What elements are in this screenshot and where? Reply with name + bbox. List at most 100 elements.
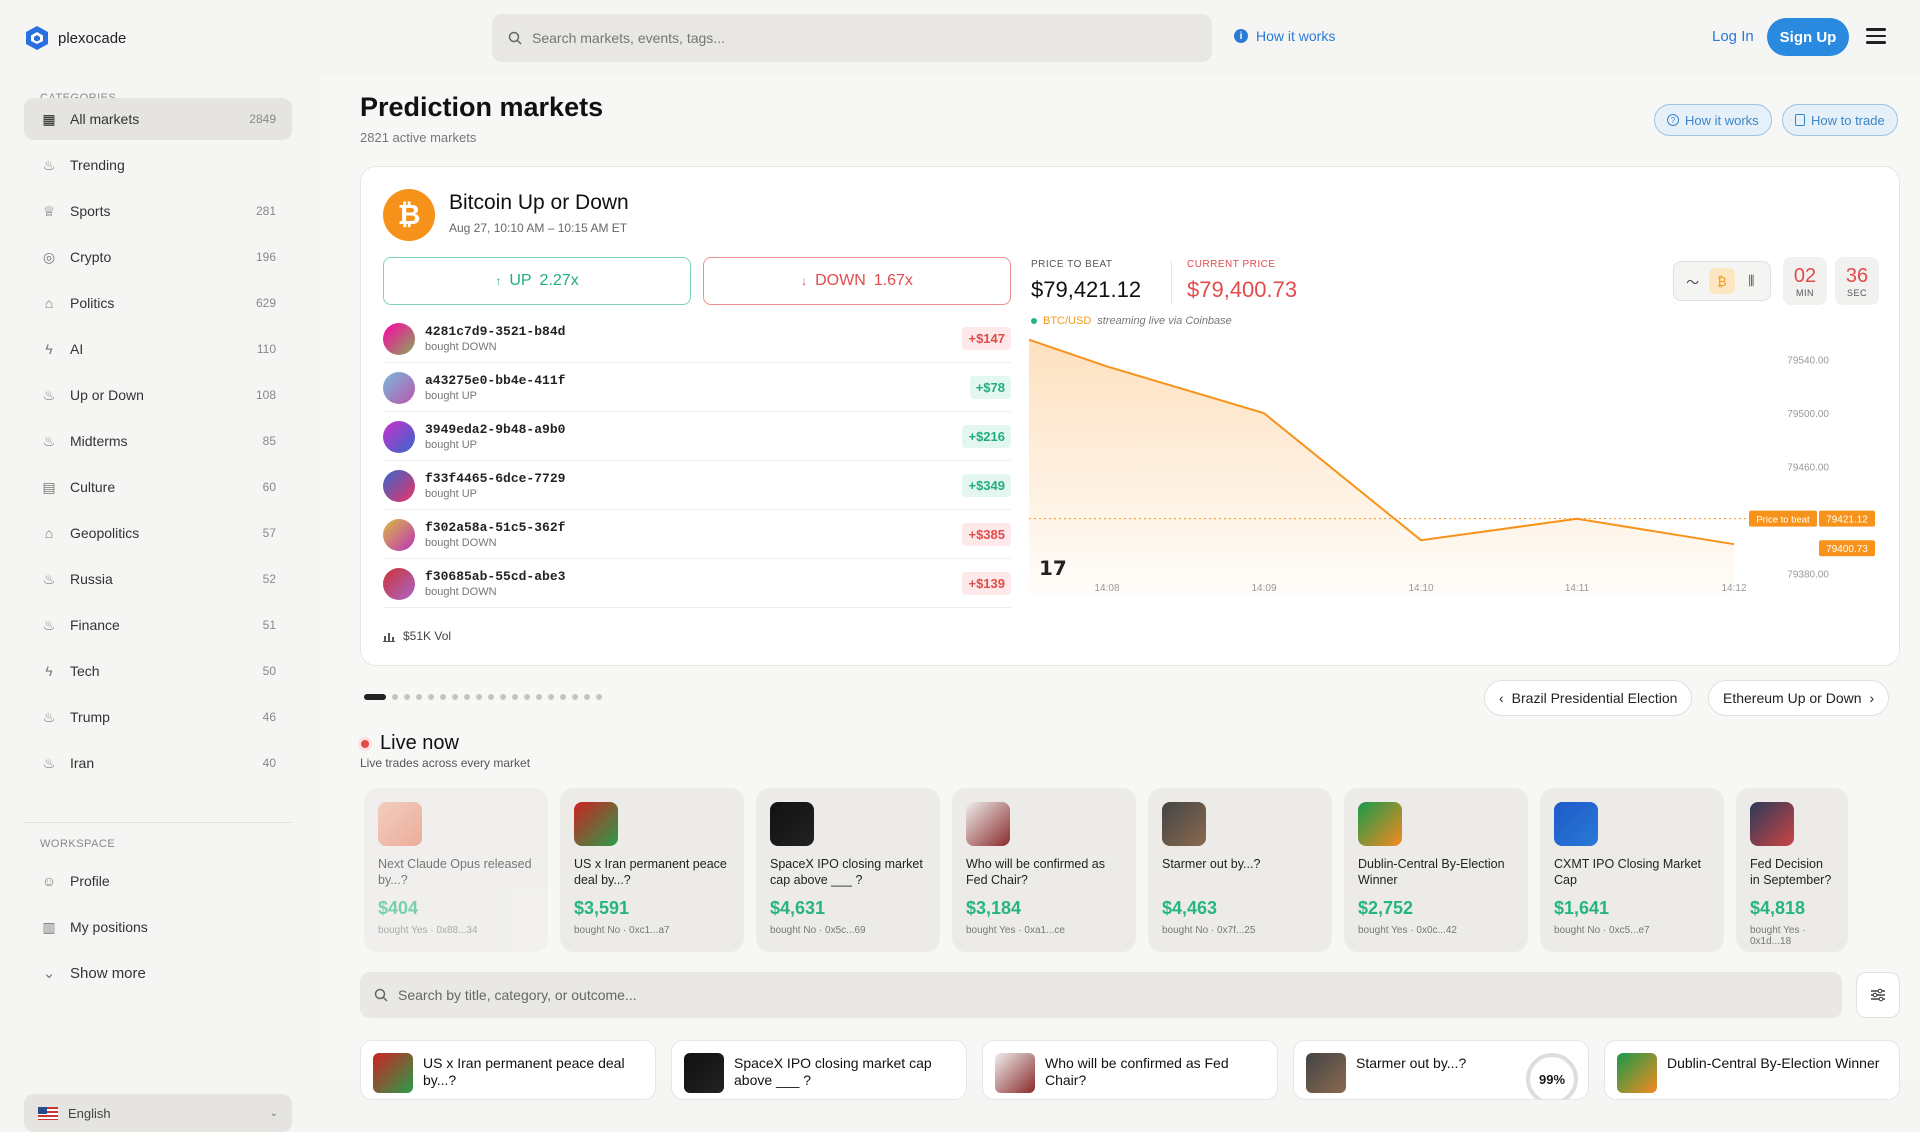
carousel-dot[interactable]: [572, 694, 578, 700]
market-question: Fed Decision in September?: [1750, 857, 1832, 887]
trade-row[interactable]: f33f4465-6dce-7729 bought UP +$349: [383, 462, 1011, 510]
market-search[interactable]: Search by title, category, or outcome...: [360, 972, 1842, 1018]
sidebar-item-finance[interactable]: ♨ Finance 51: [24, 604, 292, 646]
prev-market-button[interactable]: ‹ Brazil Presidential Election: [1484, 680, 1693, 716]
carousel-dot[interactable]: [512, 694, 518, 700]
market-title[interactable]: Bitcoin Up or Down: [449, 191, 629, 214]
sidebar-item-label: Iran: [70, 755, 95, 771]
trade-row[interactable]: f302a58a-51c5-362f bought DOWN +$385: [383, 511, 1011, 559]
film-icon: ▤: [42, 478, 56, 495]
live-trade-card[interactable]: SpaceX IPO closing market cap above ___ …: [756, 788, 940, 952]
carousel-dot[interactable]: [596, 694, 602, 700]
bitcoin-toggle-icon[interactable]: ₿: [1708, 268, 1735, 294]
sidebar-item-label: Geopolitics: [70, 525, 140, 541]
sidebar-item-russia[interactable]: ♨ Russia 52: [24, 558, 292, 600]
sidebar-item-midterms[interactable]: ♨ Midterms 85: [24, 420, 292, 462]
carousel-dot[interactable]: [364, 694, 386, 700]
carousel-dot[interactable]: [440, 694, 446, 700]
trade-row[interactable]: f30685ab-55cd-abe3 bought DOWN +$139: [383, 560, 1011, 608]
trade-row[interactable]: 3949eda2-9b48-a9b0 bought UP +$216: [383, 413, 1011, 461]
carousel-dot[interactable]: [560, 694, 566, 700]
trade-row[interactable]: 4281c7d9-3521-b84d bought DOWN +$147: [383, 315, 1011, 363]
sidebar-item-my-positions[interactable]: ▥ My positions: [24, 906, 292, 948]
carousel-dot[interactable]: [536, 694, 542, 700]
sidebar-item-trump[interactable]: ♨ Trump 46: [24, 696, 292, 738]
sidebar-item-all-markets[interactable]: ▦ All markets 2849: [24, 98, 292, 140]
carousel-dot[interactable]: [476, 694, 482, 700]
market-card[interactable]: Dublin-Central By-Election Winner: [1604, 1040, 1900, 1100]
carousel-dot[interactable]: [500, 694, 506, 700]
menu-icon[interactable]: [1866, 28, 1886, 48]
sidebar-item-tech[interactable]: ϟ Tech 50: [24, 650, 292, 692]
global-search[interactable]: [492, 14, 1212, 62]
price-chart[interactable]: 79540.00 79500.00 79460.00 79380.00 14:08 14:…: [1029, 333, 1889, 595]
sidebar-item-geopolitics[interactable]: ⌂ Geopolitics 57: [24, 512, 292, 554]
carousel-dot[interactable]: [404, 694, 410, 700]
live-trade-card[interactable]: Next Claude Opus released by...? $404 bo…: [364, 788, 548, 952]
login-link[interactable]: Log In: [1712, 28, 1754, 45]
market-card[interactable]: Starmer out by...? 99%: [1293, 1040, 1589, 1100]
main-content: Prediction markets 2821 active markets ?…: [320, 76, 1920, 1100]
trade-amount: +$216: [962, 425, 1011, 448]
market-card[interactable]: Who will be confirmed as Fed Chair?: [982, 1040, 1278, 1100]
buy-down-button[interactable]: ↓ DOWN 1.67x: [703, 257, 1011, 305]
sidebar-item-culture[interactable]: ▤ Culture 60: [24, 466, 292, 508]
sidebar-item-show-more[interactable]: ⌄ Show more: [24, 952, 292, 994]
trade-action: bought DOWN: [425, 537, 497, 549]
logo[interactable]: plexocade: [26, 26, 126, 50]
carousel-dot[interactable]: [452, 694, 458, 700]
how-to-trade-button[interactable]: How to trade: [1782, 104, 1898, 136]
how-it-works-button[interactable]: ? How it works: [1654, 104, 1772, 136]
buy-up-button[interactable]: ↑ UP 2.27x: [383, 257, 691, 305]
market-image: [378, 802, 422, 846]
live-trade-card[interactable]: CXMT IPO Closing Market Cap $1,641 bough…: [1540, 788, 1724, 952]
market-title: Starmer out by...?: [1356, 1055, 1467, 1071]
sidebar-item-iran[interactable]: ♨ Iran 40: [24, 742, 292, 784]
carousel-dot[interactable]: [524, 694, 530, 700]
price-divider: [1171, 261, 1172, 305]
sidebar-item-profile[interactable]: ☺ Profile: [24, 860, 292, 902]
live-trade-card[interactable]: Fed Decision in September? $4,818 bought…: [1736, 788, 1848, 952]
market-card[interactable]: SpaceX IPO closing market cap above ___ …: [671, 1040, 967, 1100]
signup-button[interactable]: Sign Up: [1767, 18, 1849, 56]
language-select[interactable]: English ⌄: [24, 1094, 292, 1132]
next-market-button[interactable]: Ethereum Up or Down ›: [1708, 680, 1890, 716]
carousel-dot[interactable]: [584, 694, 590, 700]
market-image: [574, 802, 618, 846]
carousel-dot[interactable]: [548, 694, 554, 700]
trader-id: f30685ab-55cd-abe3: [425, 569, 566, 584]
featured-market-card[interactable]: ₿ Bitcoin Up or Down Aug 27, 10:10 AM – …: [360, 166, 1900, 666]
carousel-dot[interactable]: [464, 694, 470, 700]
us-flag-icon: [38, 1106, 58, 1120]
avatar: [383, 420, 415, 453]
live-trade-card[interactable]: Starmer out by...? $4,463 bought No · 0x…: [1148, 788, 1332, 952]
search-icon: [508, 31, 522, 45]
sidebar-item-trending[interactable]: ♨ Trending: [24, 144, 292, 186]
carousel-dot[interactable]: [392, 694, 398, 700]
search-input[interactable]: [532, 30, 1152, 46]
filter-button[interactable]: [1856, 972, 1900, 1018]
carousel-dot[interactable]: [488, 694, 494, 700]
sidebar-item-ai[interactable]: ϟ AI 110: [24, 328, 292, 370]
live-trade-card[interactable]: US x Iran permanent peace deal by...? $3…: [560, 788, 744, 952]
sidebar-item-count: 46: [262, 710, 276, 724]
carousel-dot[interactable]: [428, 694, 434, 700]
carousel-dot[interactable]: [416, 694, 422, 700]
trade-row[interactable]: a43275e0-bb4e-411f bought UP +$78: [383, 364, 1011, 412]
sidebar-item-label: Russia: [70, 571, 113, 587]
sidebar: CATEGORIES ▦ All markets 2849♨ Trending …: [0, 76, 320, 1132]
sidebar-item-crypto[interactable]: ◎ Crypto 196: [24, 236, 292, 278]
market-question: Next Claude Opus released by...?: [378, 857, 532, 887]
y-tick-label: 79500.00: [1787, 409, 1829, 420]
how-it-works-link[interactable]: i How it works: [1234, 28, 1335, 44]
candlestick-icon[interactable]: ⫼: [1748, 273, 1755, 288]
sidebar-item-up-or-down[interactable]: ♨ Up or Down 108: [24, 374, 292, 416]
live-trade-card[interactable]: Dublin-Central By-Election Winner $2,752…: [1344, 788, 1528, 952]
sidebar-item-politics[interactable]: ⌂ Politics 629: [24, 282, 292, 324]
x-tick-label: 14:10: [1408, 583, 1433, 594]
volume: $51K Vol: [383, 629, 451, 643]
sidebar-item-sports[interactable]: ♕ Sports 281: [24, 190, 292, 232]
market-card[interactable]: US x Iran permanent peace deal by...?: [360, 1040, 656, 1100]
line-chart-icon[interactable]: 〜: [1686, 274, 1700, 290]
live-trade-card[interactable]: Who will be confirmed as Fed Chair? $3,1…: [952, 788, 1136, 952]
